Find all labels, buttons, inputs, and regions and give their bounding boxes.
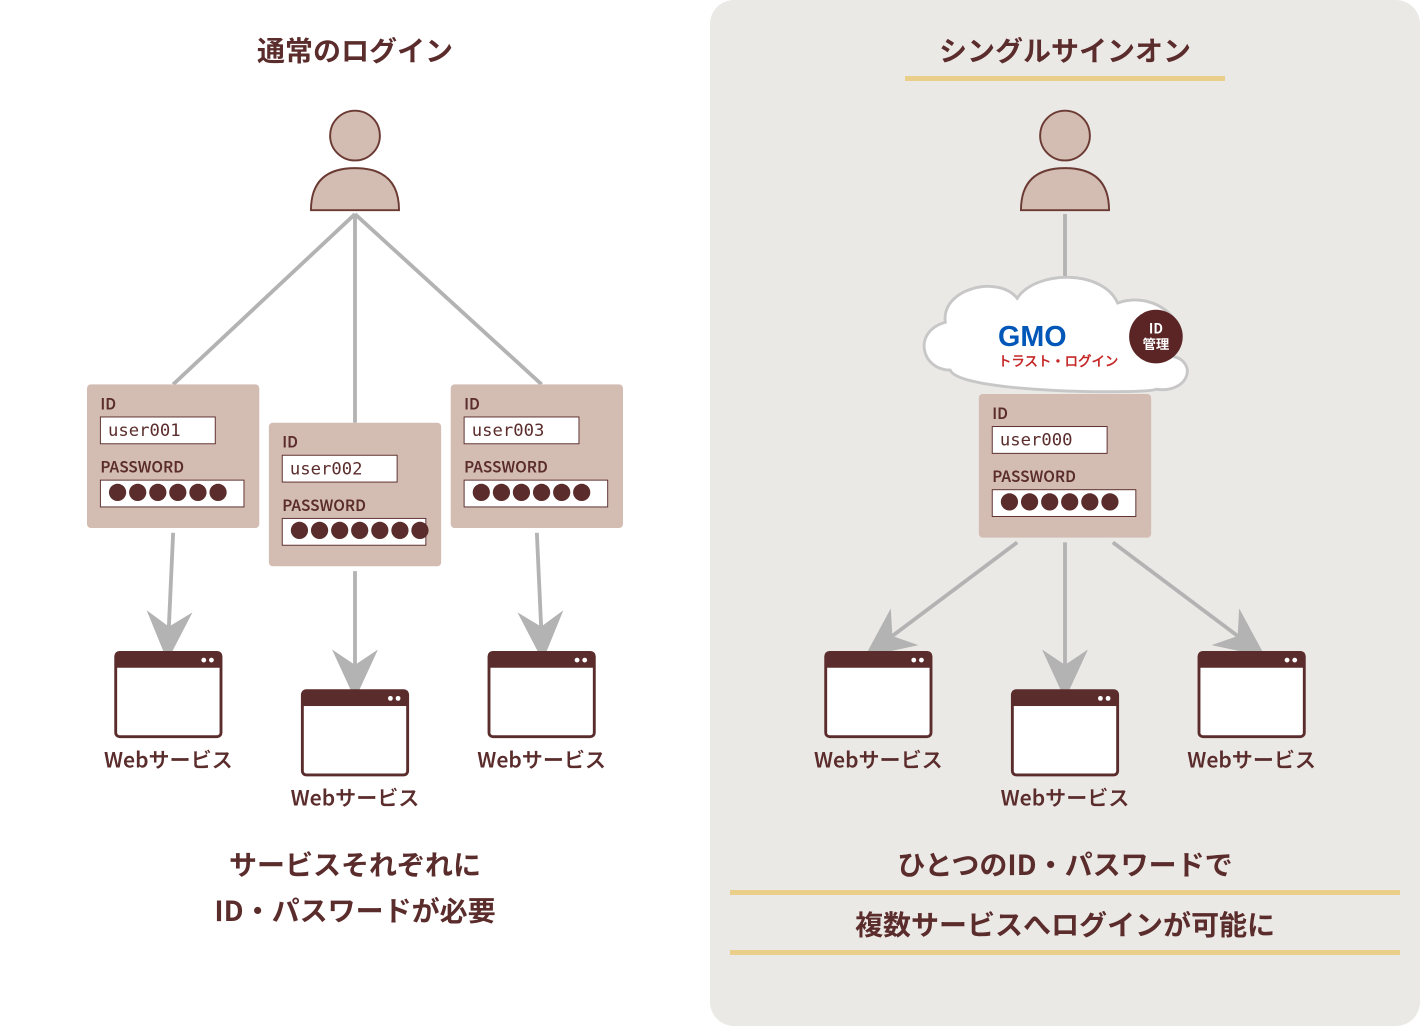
service-label-3: Webサービス (477, 744, 606, 774)
svg-text:user001: user001 (108, 421, 181, 441)
svg-text:PASSWORD: PASSWORD (282, 494, 366, 516)
svg-text:user000: user000 (1000, 431, 1073, 451)
svg-text:●●●●●●●: ●●●●●●● (290, 516, 431, 544)
title-right: シングルサインオン (730, 30, 1400, 70)
sso-cloud: GMO トラスト・ログイン ID 管理 (924, 277, 1187, 391)
service-window-3 (489, 652, 594, 736)
diagram-right: GMO トラスト・ログイン ID 管理 ID user000 PASSWORD … (730, 91, 1400, 831)
service-window-3 (1199, 652, 1304, 736)
credential-card-3: ID user003 PASSWORD ●●●●●● (451, 384, 623, 528)
svg-text:ID: ID (992, 402, 1008, 424)
service-window-2 (1012, 691, 1117, 775)
svg-text:PASSWORD: PASSWORD (464, 455, 548, 477)
svg-text:トラスト・ログイン: トラスト・ログイン (998, 353, 1118, 369)
credential-card-sso: ID user000 PASSWORD ●●●●●● (979, 394, 1151, 538)
svg-text:ID: ID (282, 431, 298, 453)
caption-left: サービスそれぞれに ID・パスワードが必要 (20, 841, 690, 933)
svg-text:user003: user003 (472, 421, 545, 441)
svg-text:PASSWORD: PASSWORD (100, 455, 184, 477)
service-label-1: Webサービス (104, 744, 233, 774)
service-label-2: Webサービス (291, 783, 420, 813)
panel-normal-login: 通常のログイン ID user001 PASSWORD ●●●●●● (0, 0, 710, 1026)
user-icon (311, 111, 399, 211)
service-window-2 (302, 691, 407, 775)
panel-sso: シングルサインオン GMO トラスト・ログイン ID 管理 ID (710, 0, 1420, 1026)
svg-text:管理: 管理 (1143, 333, 1170, 353)
caption-right: ひとつのID・パスワードで 複数サービスへログインが可能に (730, 841, 1400, 955)
svg-text:●●●●●●: ●●●●●● (1000, 487, 1121, 515)
service-window-1 (116, 652, 221, 736)
svg-text:PASSWORD: PASSWORD (992, 465, 1076, 487)
service-window-1 (826, 652, 931, 736)
title-left: 通常のログイン (20, 30, 690, 70)
svg-text:GMO: GMO (998, 321, 1067, 353)
service-label-2: Webサービス (1001, 783, 1130, 813)
user-icon (1021, 111, 1109, 211)
title-underline-right (905, 76, 1225, 81)
svg-text:user002: user002 (290, 459, 363, 479)
service-label-1: Webサービス (814, 744, 943, 774)
svg-text:ID: ID (100, 392, 116, 414)
diagram-left: ID user001 PASSWORD ●●●●●● ID user002 PA… (20, 91, 690, 831)
svg-text:●●●●●●: ●●●●●● (472, 477, 593, 505)
service-label-3: Webサービス (1187, 744, 1316, 774)
svg-text:●●●●●●: ●●●●●● (108, 477, 229, 505)
credential-card-1: ID user001 PASSWORD ●●●●●● (87, 384, 259, 528)
credential-card-2: ID user002 PASSWORD ●●●●●●● (269, 423, 441, 567)
svg-text:ID: ID (464, 392, 480, 414)
